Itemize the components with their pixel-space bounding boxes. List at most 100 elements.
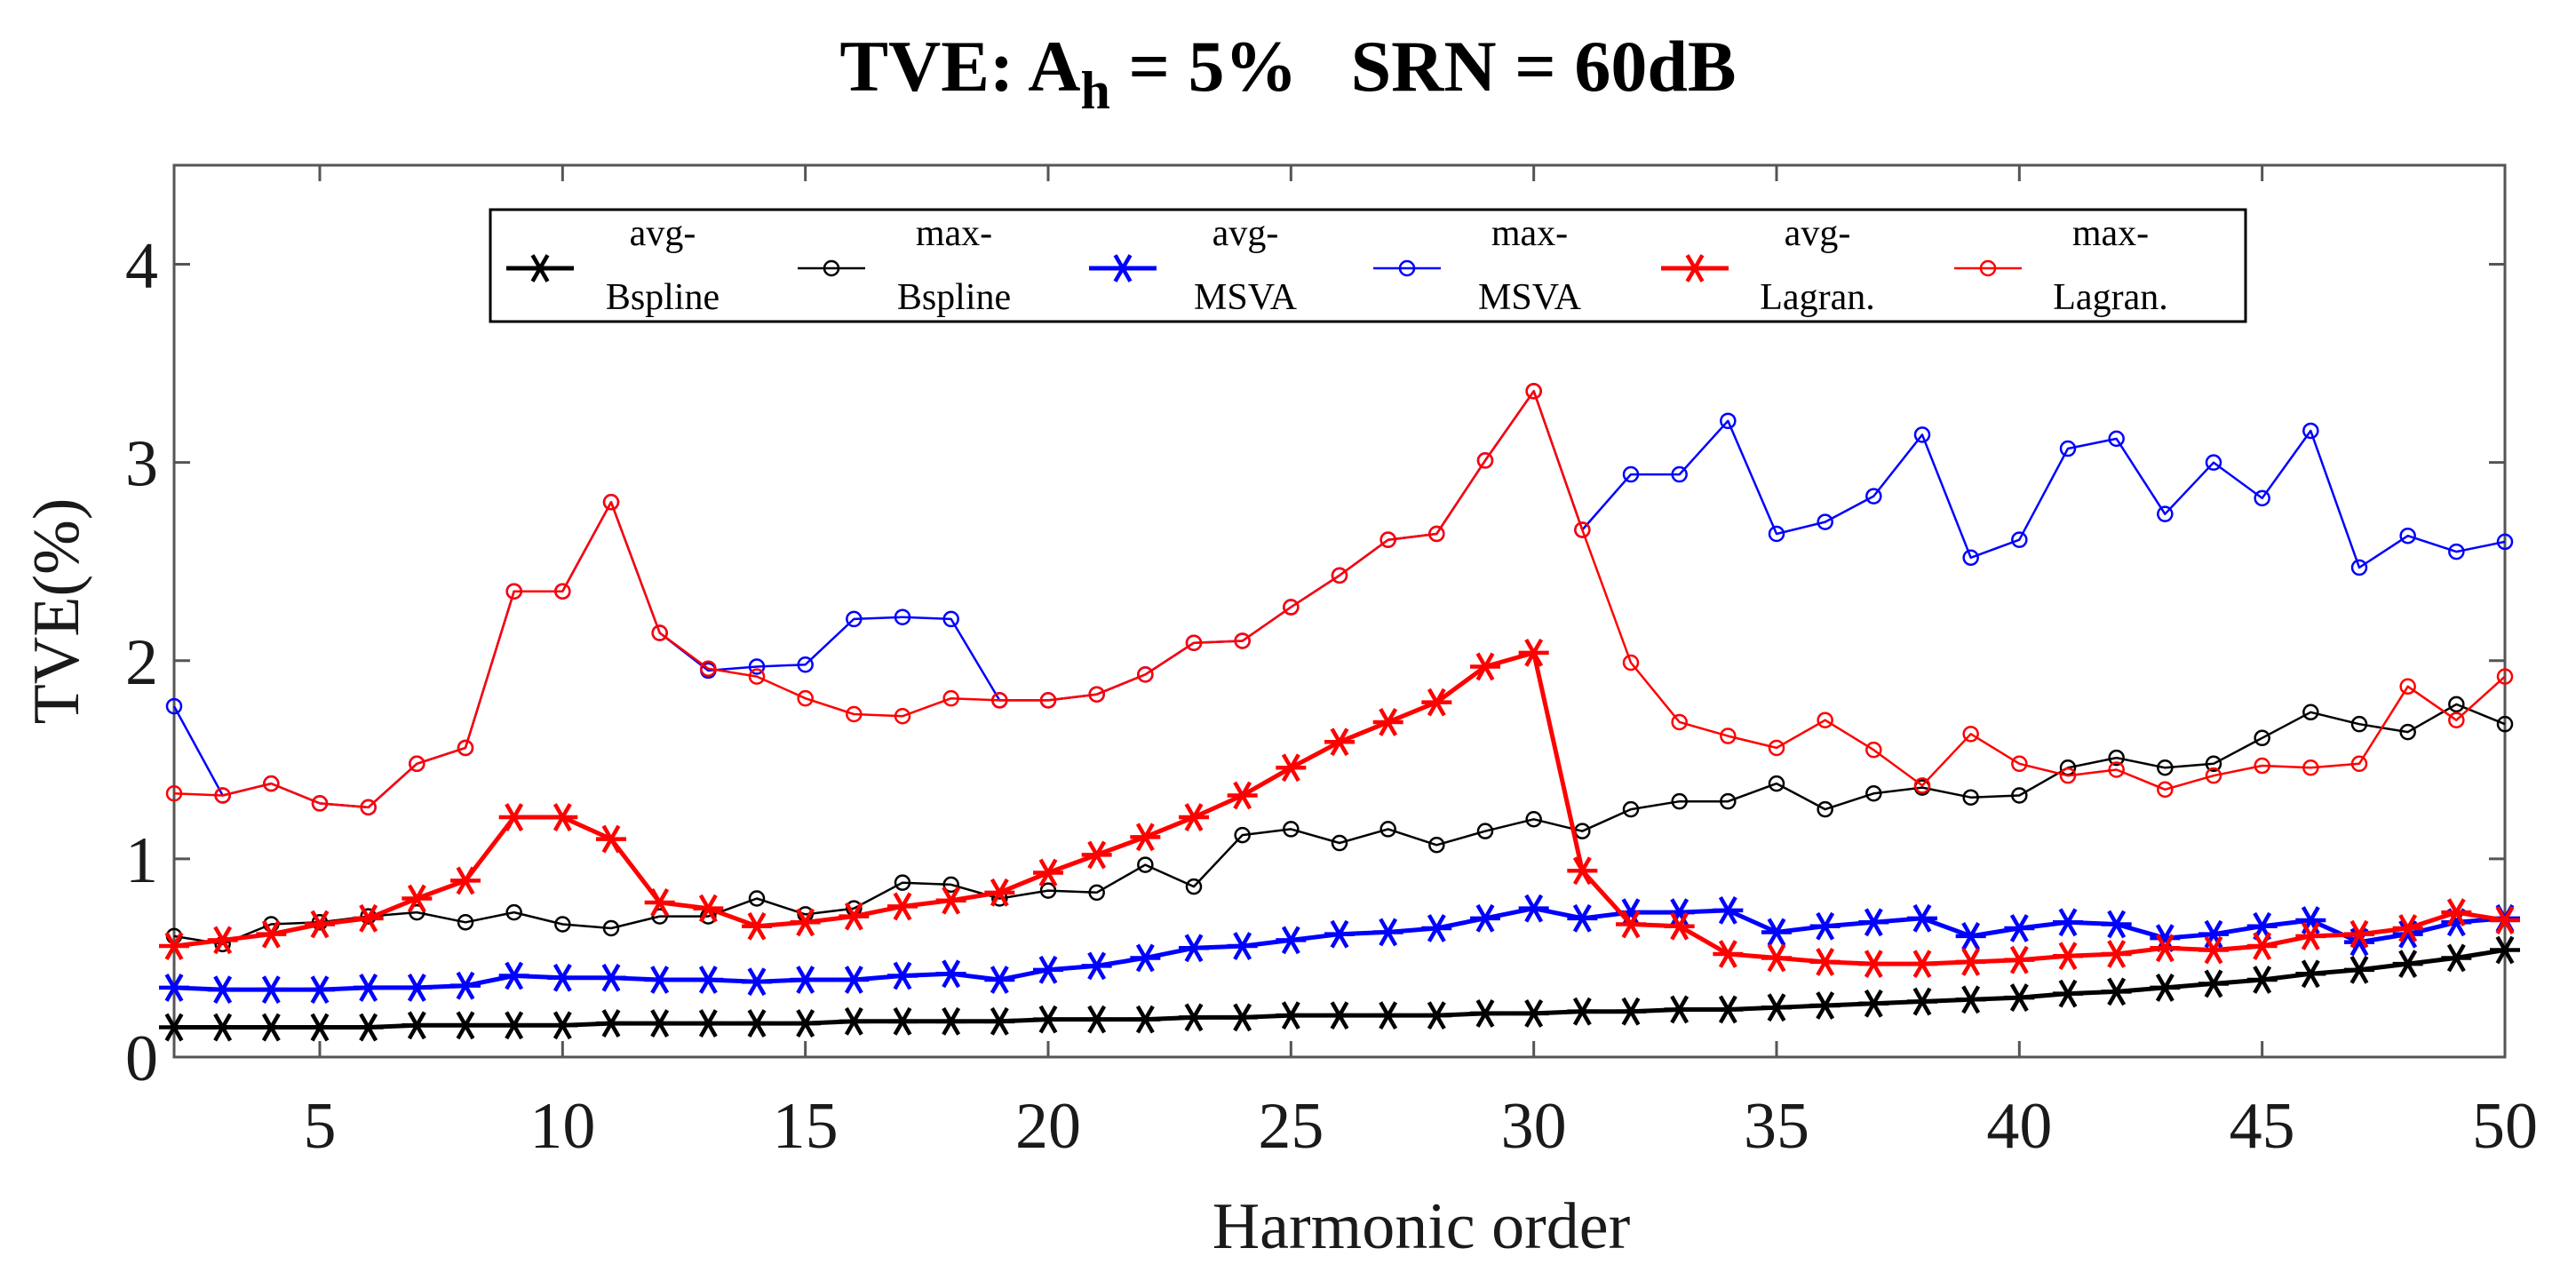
- data-point-max-bspline: [457, 914, 474, 931]
- data-point-max-msva: [2011, 531, 2028, 548]
- data-point-avg-bspline: [1470, 999, 1500, 1028]
- data-point-avg-bspline: [498, 1011, 529, 1040]
- data-point-avg-lagran: [693, 894, 724, 923]
- data-point-max-bspline: [2350, 715, 2368, 733]
- data-point-max-bspline: [1331, 834, 1348, 852]
- data-point-max-msva: [2254, 489, 2270, 507]
- data-point-max-bspline: [1865, 785, 1882, 802]
- data-point-avg-lagran: [1033, 858, 1063, 887]
- data-point-max-lagran: [700, 660, 717, 677]
- data-point-max-bspline: [1088, 884, 1105, 902]
- data-point-max-lagran: [1039, 692, 1057, 709]
- x-tick-label: 40: [1986, 1090, 2052, 1163]
- data-point-avg-lagran: [159, 932, 189, 960]
- data-point-avg-bspline: [1616, 997, 1646, 1026]
- data-point-avg-bspline: [984, 1006, 1015, 1036]
- data-point-max-lagran: [602, 494, 620, 511]
- data-point-avg-bspline: [1276, 1001, 1307, 1030]
- legend-marker: [823, 259, 840, 277]
- data-point-max-lagran: [360, 799, 377, 816]
- data-point-avg-msva: [1955, 921, 1986, 950]
- data-point-avg-lagran: [935, 886, 966, 915]
- data-point-avg-msva: [1567, 903, 1598, 933]
- data-point-max-lagran: [1379, 531, 1396, 548]
- data-point-max-lagran: [1137, 666, 1154, 683]
- legend-label-bottom: Bspline: [606, 277, 720, 318]
- data-point-avg-bspline: [1421, 1001, 1452, 1030]
- data-point-max-lagran: [214, 787, 231, 804]
- data-point-avg-bspline: [742, 1009, 772, 1038]
- data-point-avg-msva: [935, 959, 966, 989]
- data-point-avg-msva: [207, 975, 238, 1005]
- data-point-max-msva: [846, 610, 863, 628]
- data-point-avg-bspline: [2392, 950, 2423, 979]
- data-point-avg-bspline: [450, 1011, 481, 1040]
- data-point-avg-lagran: [1761, 943, 1792, 973]
- data-point-max-msva: [1865, 488, 1882, 505]
- data-point-avg-msva: [644, 966, 675, 994]
- data-point-avg-lagran: [1518, 638, 1549, 667]
- data-point-avg-bspline: [1372, 1001, 1403, 1030]
- data-point-max-lagran: [1283, 599, 1300, 616]
- data-point-max-msva: [797, 656, 814, 673]
- series-line-max-lagran: [173, 390, 2506, 809]
- data-point-max-bspline: [1137, 856, 1154, 873]
- data-point-max-lagran: [1574, 521, 1591, 538]
- data-point-max-lagran: [554, 583, 571, 600]
- y-tick-label: 2: [125, 626, 158, 699]
- data-point-max-bspline: [2399, 723, 2416, 741]
- data-point-max-lagran: [409, 755, 425, 773]
- data-point-avg-bspline: [2198, 969, 2229, 998]
- data-point-max-lagran: [2302, 759, 2319, 776]
- data-point-max-lagran: [1671, 713, 1688, 731]
- data-point-max-bspline: [1234, 826, 1251, 844]
- data-point-avg-bspline: [207, 1013, 238, 1042]
- data-point-max-msva: [1720, 412, 1737, 430]
- data-point-avg-lagran: [402, 884, 433, 913]
- data-point-max-bspline: [651, 908, 668, 925]
- data-point-avg-msva: [839, 966, 870, 994]
- data-point-max-msva: [894, 608, 911, 625]
- data-point-avg-bspline: [2295, 959, 2326, 989]
- data-point-max-lagran: [1768, 739, 1785, 757]
- x-tick-label: 20: [1015, 1090, 1081, 1163]
- data-point-avg-msva: [256, 975, 287, 1005]
- legend: avg-Bsplinemax-Bsplineavg-MSVAmax-MSVAav…: [489, 208, 2247, 323]
- data-point-avg-lagran: [2053, 942, 2083, 971]
- data-point-max-msva: [1962, 549, 1979, 567]
- data-point-max-msva: [2448, 543, 2465, 560]
- title-prefix: TVE: A: [839, 26, 1080, 107]
- data-point-avg-lagran: [644, 888, 675, 917]
- data-point-avg-msva: [693, 966, 724, 994]
- data-point-avg-bspline: [1567, 997, 1598, 1026]
- data-point-avg-bspline: [1518, 999, 1549, 1028]
- series-max-bspline: [165, 696, 2514, 953]
- data-point-avg-lagran: [1324, 727, 1355, 757]
- data-point-avg-msva: [1518, 894, 1549, 923]
- data-point-avg-bspline: [1858, 989, 1889, 1018]
- data-point-avg-lagran: [887, 892, 918, 921]
- data-point-avg-bspline: [159, 1013, 189, 1042]
- title-suffix: = 5%: [1110, 26, 1298, 107]
- data-point-avg-msva: [2004, 914, 2035, 942]
- data-point-avg-lagran: [2295, 921, 2326, 950]
- data-point-avg-lagran: [1809, 947, 1841, 976]
- data-point-avg-lagran: [596, 824, 626, 854]
- data-point-avg-msva: [1324, 919, 1355, 949]
- data-point-max-lagran: [505, 583, 522, 600]
- data-point-avg-lagran: [1470, 652, 1500, 681]
- data-point-max-msva: [1671, 465, 1688, 483]
- data-point-max-lagran: [1185, 634, 1203, 651]
- data-point-avg-msva: [1179, 934, 1209, 963]
- data-point-avg-msva: [1470, 903, 1500, 933]
- x-tick-label: 10: [529, 1090, 595, 1163]
- data-point-max-msva: [2059, 440, 2077, 457]
- data-point-max-lagran: [2399, 678, 2416, 696]
- data-point-max-lagran: [846, 705, 863, 723]
- data-point-max-lagran: [263, 775, 280, 792]
- data-point-avg-msva: [353, 973, 384, 1002]
- series-avg-bspline: [159, 935, 2520, 1042]
- data-point-avg-bspline: [2004, 983, 2035, 1012]
- legend-marker: [1680, 254, 1710, 282]
